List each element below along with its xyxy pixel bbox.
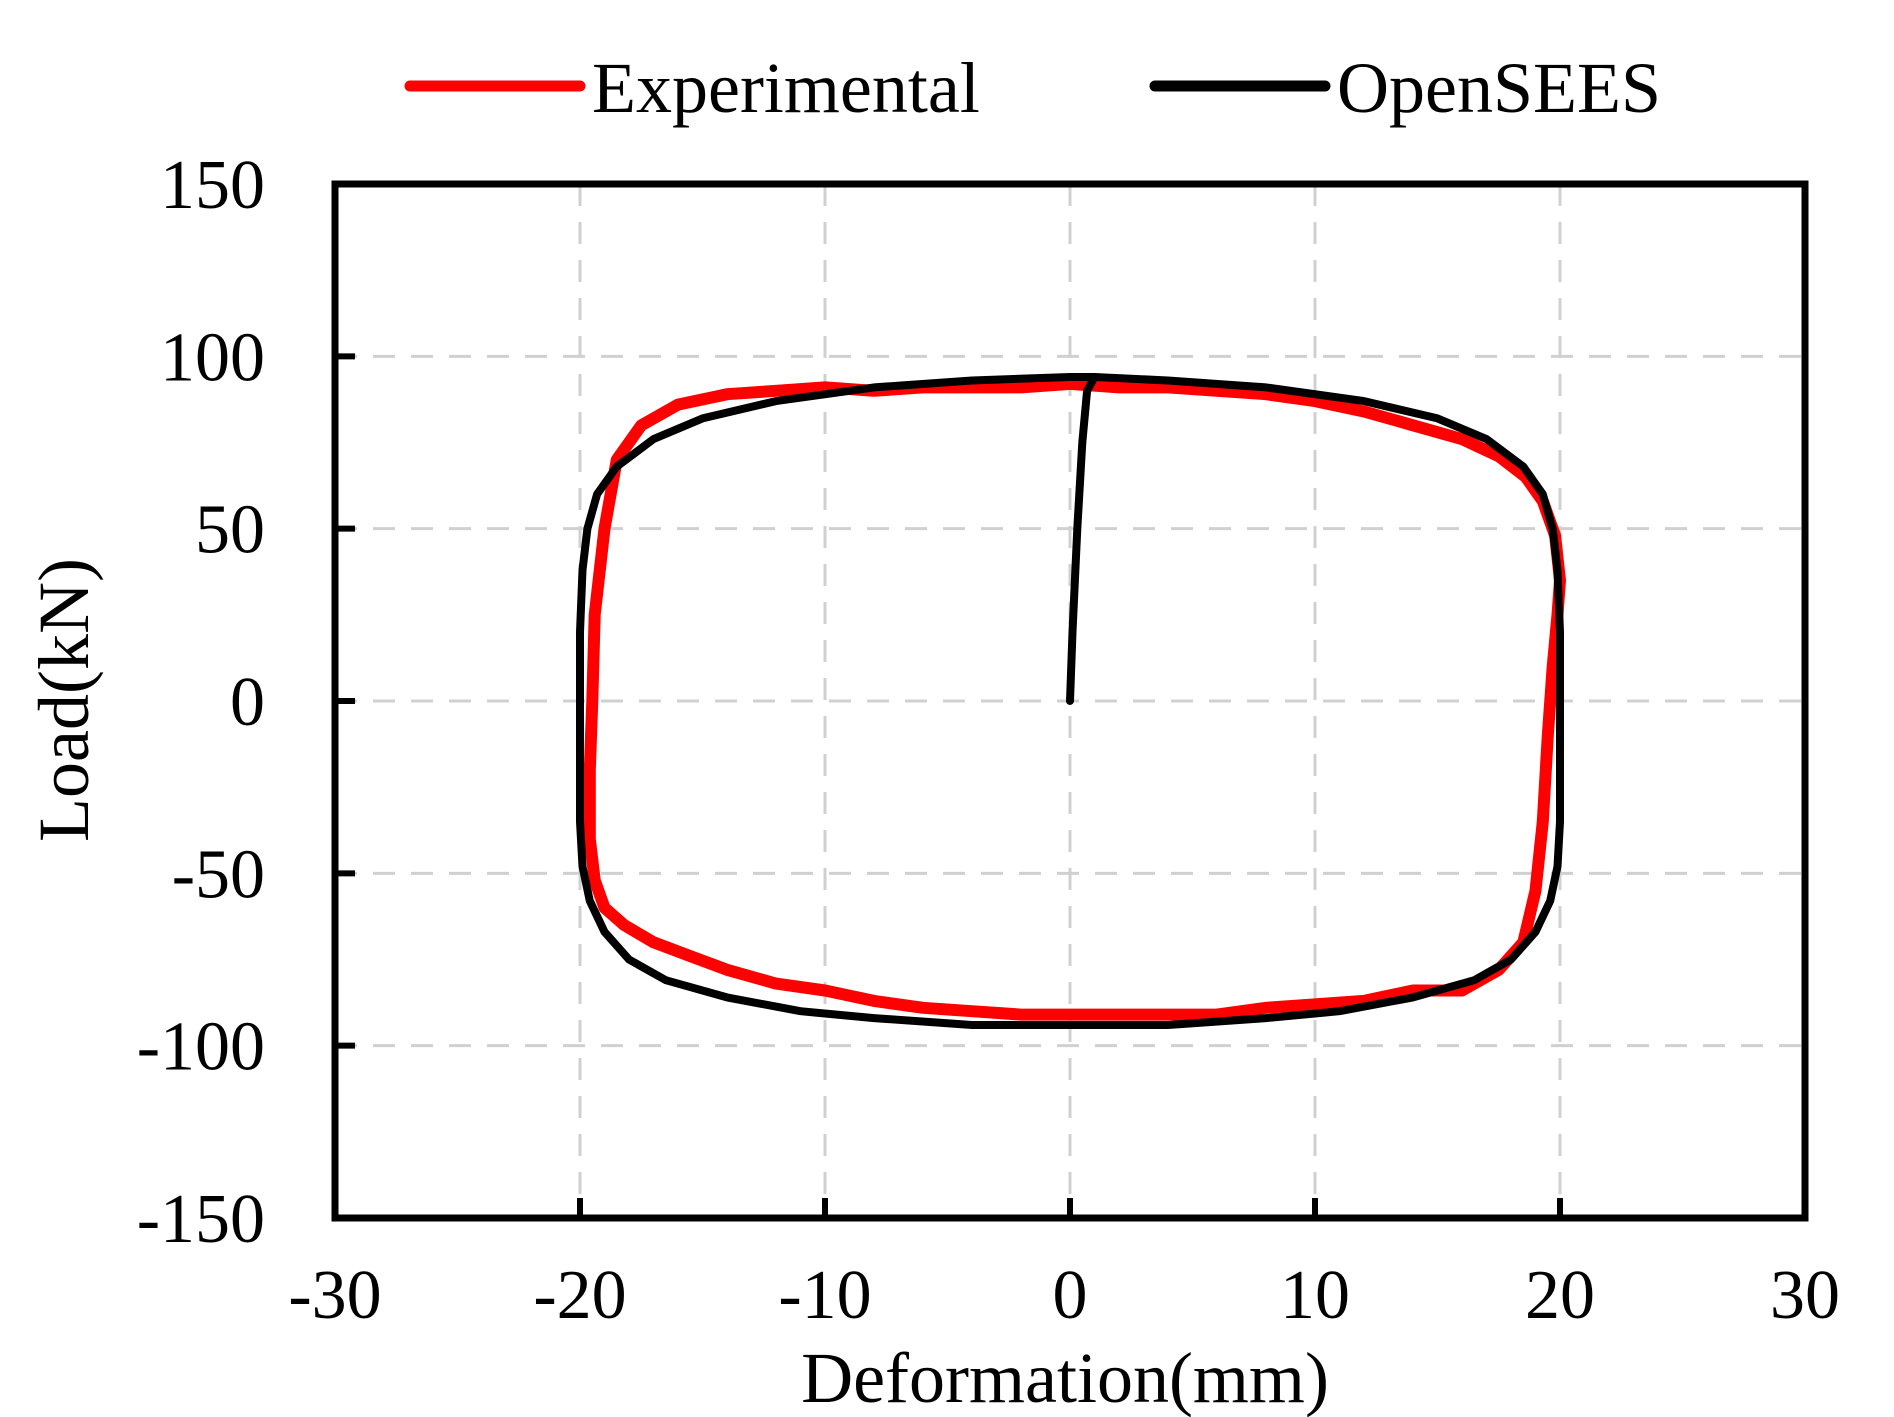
y-axis-label: Load(kN) — [24, 558, 104, 842]
series-layer — [576, 373, 1566, 1029]
legend: Experimental OpenSEES — [404, 48, 1661, 128]
y-tick-labels: -150 -100 -50 0 50 100 150 — [137, 147, 265, 1258]
x-tick-label: -20 — [533, 1257, 626, 1334]
y-tick-label: 100 — [160, 319, 265, 396]
x-tick-label: 30 — [1770, 1257, 1840, 1334]
axis-ticks — [332, 181, 1808, 1221]
x-tick-labels: -30 -20 -10 0 10 20 30 — [288, 1257, 1840, 1334]
series-experimental-line — [583, 377, 1566, 1021]
y-tick-label: -150 — [137, 1181, 265, 1258]
series-opensees-line — [576, 373, 1564, 1029]
y-tick-label: 150 — [160, 147, 265, 224]
y-tick-label: 0 — [230, 664, 265, 741]
legend-label-experimental: Experimental — [592, 48, 980, 128]
y-tick-label: -50 — [172, 836, 265, 913]
x-tick-label: 10 — [1280, 1257, 1350, 1334]
x-axis-label: Deformation(mm) — [801, 1338, 1329, 1417]
x-tick-label: -10 — [778, 1257, 871, 1334]
x-tick-label: -30 — [288, 1257, 381, 1334]
legend-label-opensees: OpenSEES — [1337, 48, 1661, 128]
x-tick-label: 20 — [1525, 1257, 1595, 1334]
y-tick-label: 50 — [195, 492, 265, 569]
y-tick-label: -100 — [137, 1009, 265, 1086]
x-tick-label: 0 — [1053, 1257, 1088, 1334]
